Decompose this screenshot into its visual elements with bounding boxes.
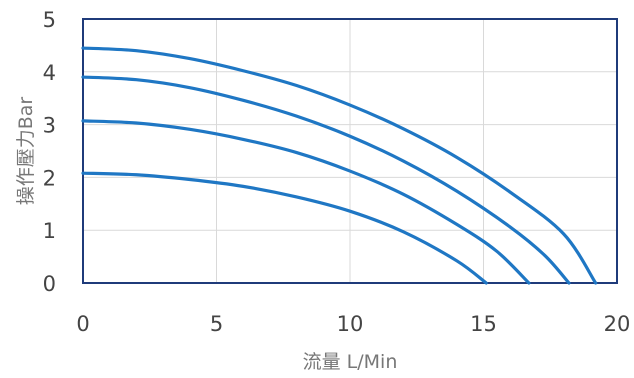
x-tick-label: 20 (604, 312, 631, 336)
y-tick-label: 0 (43, 272, 56, 296)
y-axis-title: 操作壓力Bar (15, 97, 37, 206)
series-line-1 (81, 171, 488, 285)
x-tick-label: 10 (337, 312, 364, 336)
y-tick-label: 4 (43, 61, 56, 85)
y-tick-label: 2 (43, 166, 56, 190)
series-line-4 (81, 46, 598, 285)
x-tick-label: 5 (210, 312, 223, 336)
x-tick-label: 0 (76, 312, 89, 336)
series-line-2 (81, 119, 531, 285)
series-line-3 (81, 75, 571, 285)
x-tick-label: 15 (470, 312, 497, 336)
grid-lines (82, 18, 618, 284)
series-lines (81, 46, 598, 285)
y-tick-labels: 0 1 2 3 4 5 (43, 8, 56, 296)
plot-frame (82, 18, 618, 284)
x-tick-labels: 0 5 10 15 20 (76, 312, 630, 336)
y-tick-label: 3 (43, 114, 56, 138)
x-axis-title: 流量 L/Min (303, 351, 398, 373)
y-tick-label: 1 (43, 219, 56, 243)
y-tick-label: 5 (43, 8, 56, 32)
